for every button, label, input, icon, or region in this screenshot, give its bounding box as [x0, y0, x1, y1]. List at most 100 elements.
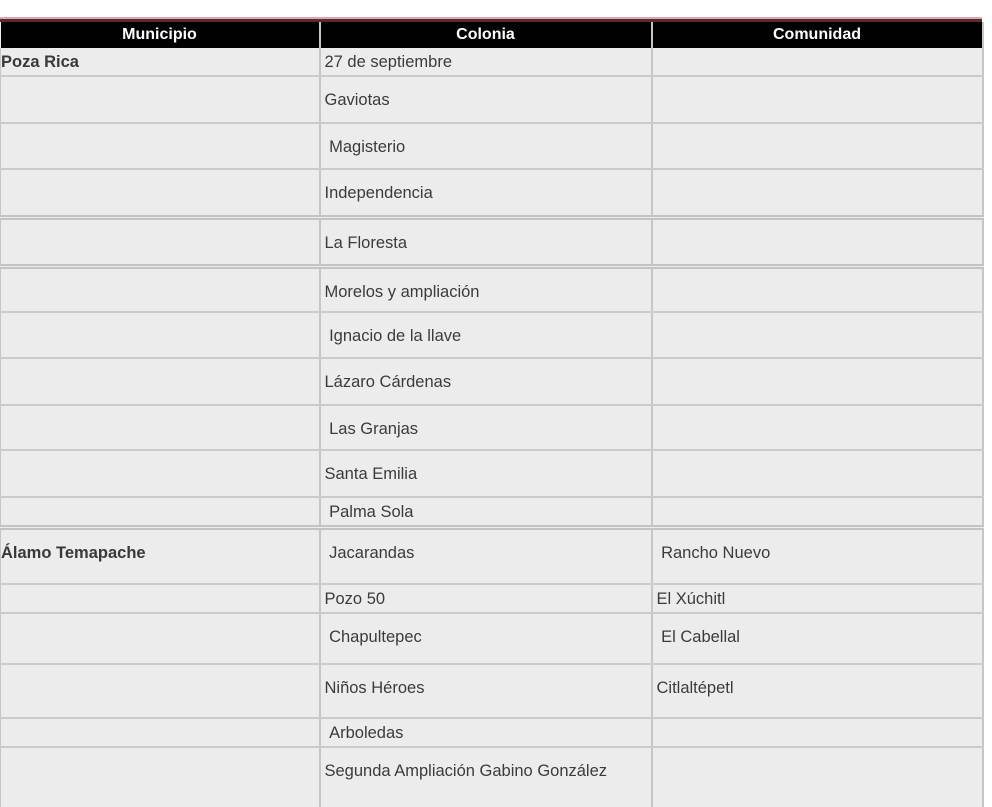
cell-comunidad[interactable] — [651, 266, 984, 313]
cell-colonia[interactable]: La Floresta — [319, 217, 653, 269]
table-row: La Floresta — [0, 217, 984, 269]
colonia-text: Santa Emilia — [324, 465, 418, 483]
colonia-text: Las Granjas — [324, 420, 419, 438]
cell-colonia[interactable]: Magisterio — [319, 123, 653, 170]
colonia-text: La Floresta — [324, 233, 408, 252]
cell-comunidad[interactable]: El Cabellal — [651, 612, 984, 665]
cell-comunidad[interactable] — [651, 312, 984, 359]
cell-colonia[interactable]: 27 de septiembre — [319, 48, 653, 77]
comunidad-text: Citlaltépetl — [656, 678, 734, 697]
table-row: Palma Sola — [0, 497, 984, 530]
cell-comunidad[interactable] — [651, 48, 984, 77]
cell-colonia[interactable]: Las Granjas — [319, 405, 653, 451]
table-row: Pozo 50 El Xúchitl — [0, 583, 984, 614]
municipio-text: Álamo Temapache — [1, 544, 146, 562]
cell-comunidad[interactable]: Citlaltépetl — [651, 663, 984, 719]
column-header-comunidad[interactable]: Comunidad — [651, 22, 984, 48]
cell-colonia[interactable]: Niños Héroes — [319, 663, 653, 719]
cell-municipio[interactable] — [0, 450, 321, 498]
colonia-text: Morelos y ampliación — [324, 282, 480, 301]
table-row: Arboledas — [0, 717, 984, 748]
cell-comunidad[interactable] — [651, 217, 984, 269]
colonia-text: Magisterio — [324, 138, 406, 156]
colonia-text: Niños Héroes — [324, 678, 425, 697]
cell-municipio[interactable] — [0, 169, 321, 220]
cell-colonia[interactable]: Independencia — [319, 169, 653, 220]
cell-colonia[interactable]: Jacarandas — [319, 527, 653, 585]
column-header-colonia[interactable]: Colonia — [319, 22, 653, 48]
colonia-text: Pozo 50 — [324, 589, 386, 608]
cell-colonia[interactable]: Chapultepec — [319, 612, 653, 665]
table-row: Segunda Ampliación Gabino González — [0, 746, 984, 807]
table-row: Magisterio — [0, 123, 984, 170]
cell-comunidad[interactable] — [651, 746, 984, 807]
cell-colonia[interactable]: Gaviotas — [319, 76, 653, 124]
table-top-accent-light — [0, 17, 982, 19]
table-row: Álamo Temapache Jacarandas Rancho Nuevo — [0, 527, 984, 585]
cell-comunidad[interactable] — [651, 358, 984, 406]
cell-comunidad[interactable] — [651, 497, 984, 530]
table-row: Santa Emilia — [0, 450, 984, 498]
colonia-text: Lázaro Cárdenas — [324, 373, 452, 391]
cell-colonia[interactable]: Arboledas — [319, 717, 653, 748]
cell-municipio[interactable] — [0, 612, 321, 665]
cell-comunidad[interactable] — [651, 717, 984, 748]
table-row: Lázaro Cárdenas — [0, 358, 984, 406]
cell-municipio[interactable] — [0, 663, 321, 719]
table-row: Independencia — [0, 169, 984, 220]
table-container: Municipio Colonia Comunidad Poza Rica 27… — [0, 17, 984, 807]
cell-colonia[interactable]: Lázaro Cárdenas — [319, 358, 653, 406]
municipio-text: Poza Rica — [1, 53, 79, 71]
cell-colonia[interactable]: Morelos y ampliación — [319, 266, 653, 313]
cell-municipio[interactable] — [0, 266, 321, 313]
cell-colonia[interactable]: Segunda Ampliación Gabino González — [319, 746, 653, 807]
cell-colonia[interactable]: Palma Sola — [319, 497, 653, 530]
colonia-text: Gaviotas — [324, 91, 390, 109]
colonia-text: Independencia — [324, 184, 433, 202]
column-header-municipio[interactable]: Municipio — [0, 22, 321, 48]
comunidad-text: El Xúchitl — [656, 589, 726, 608]
cell-comunidad[interactable] — [651, 76, 984, 124]
table-row: Poza Rica 27 de septiembre — [0, 48, 984, 77]
table-row: Gaviotas — [0, 76, 984, 124]
comunidad-text: Rancho Nuevo — [656, 544, 771, 562]
cell-municipio[interactable] — [0, 717, 321, 748]
header-row: Municipio Colonia Comunidad — [0, 22, 984, 48]
colonia-text: Arboledas — [324, 723, 404, 742]
table-row: Chapultepec El Cabellal — [0, 612, 984, 665]
table-row: Morelos y ampliación — [0, 266, 984, 313]
cell-municipio[interactable] — [0, 123, 321, 170]
table-row: Las Granjas — [0, 405, 984, 451]
cell-colonia[interactable]: Santa Emilia — [319, 450, 653, 498]
cell-municipio[interactable]: Poza Rica — [0, 48, 321, 77]
cell-colonia[interactable]: Pozo 50 — [319, 583, 653, 614]
municipios-table: Municipio Colonia Comunidad Poza Rica 27… — [0, 22, 984, 807]
cell-colonia[interactable]: Ignacio de la llave — [319, 312, 653, 359]
colonia-text: Segunda Ampliación Gabino González — [324, 761, 608, 780]
cell-municipio[interactable] — [0, 312, 321, 359]
cell-comunidad[interactable] — [651, 405, 984, 451]
cell-municipio[interactable] — [0, 76, 321, 124]
colonia-text: Jacarandas — [324, 544, 415, 562]
cell-comunidad[interactable]: El Xúchitl — [651, 583, 984, 614]
table-row: Niños Héroes Citlaltépetl — [0, 663, 984, 719]
cell-municipio[interactable] — [0, 497, 321, 530]
cell-comunidad[interactable] — [651, 123, 984, 170]
cell-municipio[interactable] — [0, 217, 321, 269]
cell-comunidad[interactable]: Rancho Nuevo — [651, 527, 984, 585]
cell-municipio[interactable] — [0, 746, 321, 807]
cell-municipio[interactable] — [0, 405, 321, 451]
table-top-accent-dark — [0, 19, 982, 22]
table-row: Ignacio de la llave — [0, 312, 984, 359]
cell-municipio[interactable] — [0, 583, 321, 614]
cell-municipio[interactable]: Álamo Temapache — [0, 527, 321, 585]
cell-comunidad[interactable] — [651, 450, 984, 498]
table-header: Municipio Colonia Comunidad — [0, 22, 984, 48]
colonia-text: Ignacio de la llave — [324, 327, 462, 345]
colonia-text: Chapultepec — [324, 627, 422, 646]
colonia-text: Palma Sola — [324, 503, 414, 521]
cell-municipio[interactable] — [0, 358, 321, 406]
colonia-text: 27 de septiembre — [324, 53, 453, 71]
cell-comunidad[interactable] — [651, 169, 984, 220]
